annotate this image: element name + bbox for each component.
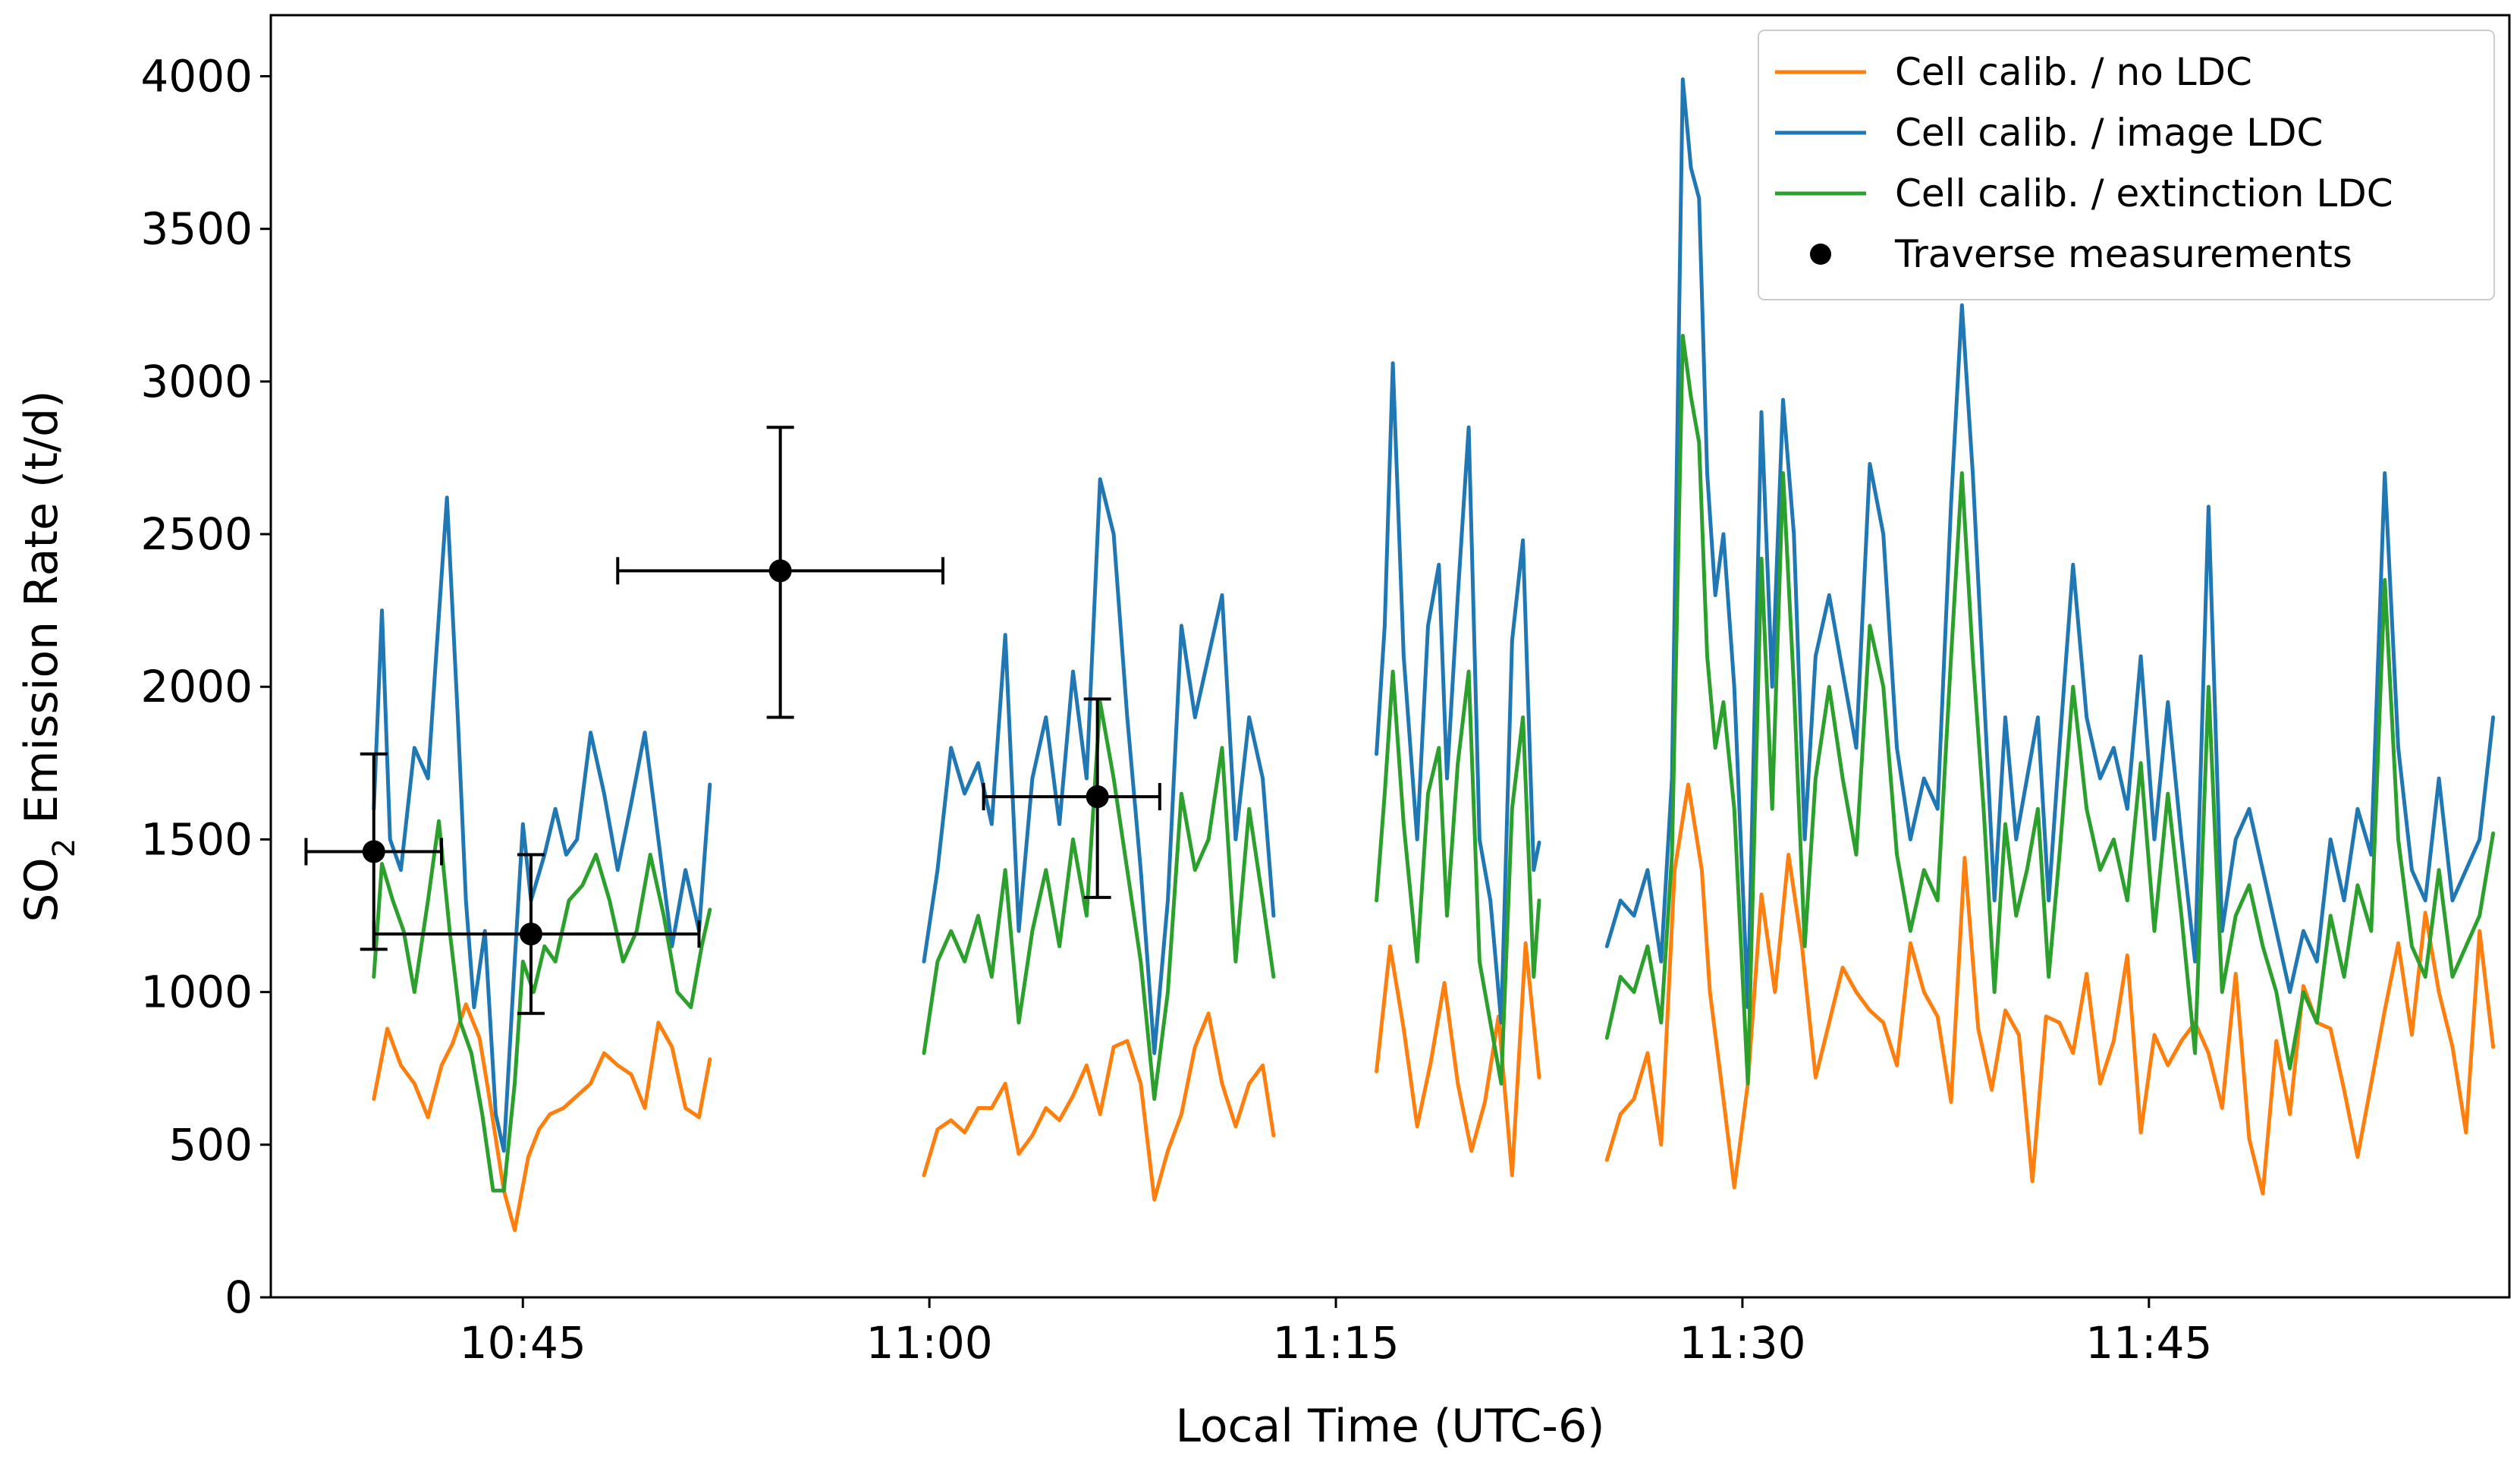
y-axis-title-subscript: 2 [47, 838, 82, 857]
legend-entry-traverse: Traverse measurements [1810, 232, 2352, 276]
traverse-marker [362, 840, 385, 863]
series-line-no_ldc-segment-1 [372, 1002, 712, 1232]
legend-entry-image_ldc: Cell calib. / image LDC [1775, 111, 2323, 155]
y-tick-label: 2500 [140, 508, 253, 560]
series-layer [372, 77, 2496, 1232]
series-line-image_ldc-segment-1 [372, 495, 712, 1153]
series-extinction_ldc [372, 334, 2496, 1193]
traverse-point-1 [304, 752, 444, 951]
legend-entry-extinction_ldc: Cell calib. / extinction LDC [1775, 171, 2393, 215]
y-axis: 0 500 1000 1500 2000 2500 3000 3500 4000 [140, 50, 271, 1323]
traverse-layer [304, 426, 1161, 1015]
legend-label: Cell calib. / no LDC [1895, 50, 2252, 94]
x-tick-label: 11:00 [866, 1317, 993, 1369]
legend-label: Traverse measurements [1894, 232, 2352, 276]
x-axis-title: Local Time (UTC-6) [1175, 1400, 1604, 1453]
y-axis-title-rest: Emission Rate (t/d) [15, 390, 68, 838]
y-axis-title: SO2 Emission Rate (t/d) [15, 390, 82, 922]
legend-box [1758, 30, 2495, 300]
series-line-image_ldc-segment-3 [1375, 361, 1541, 1025]
y-tick-label: 3000 [140, 356, 253, 407]
series-image_ldc [372, 77, 2496, 1153]
series-line-extinction_ldc-segment-3 [1375, 669, 1541, 1086]
y-tick-label: 2000 [140, 661, 253, 712]
y-tick-label: 500 [168, 1119, 253, 1171]
series-line-extinction_ldc-segment-2 [922, 699, 1276, 1101]
series-line-extinction_ldc-segment-4 [1604, 334, 2496, 1086]
y-tick-label: 1000 [140, 967, 253, 1018]
legend-marker [1810, 244, 1831, 265]
traverse-marker [768, 559, 792, 583]
series-line-no_ldc-segment-2 [922, 1011, 1276, 1202]
traverse-marker [519, 923, 542, 946]
legend-entry-no_ldc: Cell calib. / no LDC [1775, 50, 2252, 94]
traverse-marker [1086, 785, 1109, 809]
traverse-point-3 [616, 426, 945, 719]
series-line-no_ldc-segment-3 [1375, 941, 1541, 1177]
x-tick-label: 10:45 [460, 1317, 586, 1369]
series-line-image_ldc-segment-4 [1604, 77, 2496, 1010]
traverse-point-4 [982, 697, 1161, 899]
y-tick-label: 4000 [140, 50, 253, 102]
x-tick-label: 11:45 [2085, 1317, 2212, 1369]
legend-label: Cell calib. / extinction LDC [1895, 171, 2393, 215]
y-tick-label: 1500 [140, 813, 253, 865]
x-axis: 10:45 11:00 11:15 11:30 11:45 [460, 1297, 2212, 1369]
y-tick-label: 0 [225, 1272, 253, 1323]
y-tick-label: 3500 [140, 203, 253, 255]
series-line-extinction_ldc-segment-1 [372, 819, 712, 1193]
legend: Cell calib. / no LDC Cell calib. / image … [1758, 30, 2495, 300]
x-tick-label: 11:30 [1679, 1317, 1805, 1369]
legend-label: Cell calib. / image LDC [1895, 111, 2323, 155]
traverse-point-2 [372, 853, 701, 1015]
y-axis-title-main: SO [15, 857, 68, 922]
x-tick-label: 11:15 [1272, 1317, 1399, 1369]
